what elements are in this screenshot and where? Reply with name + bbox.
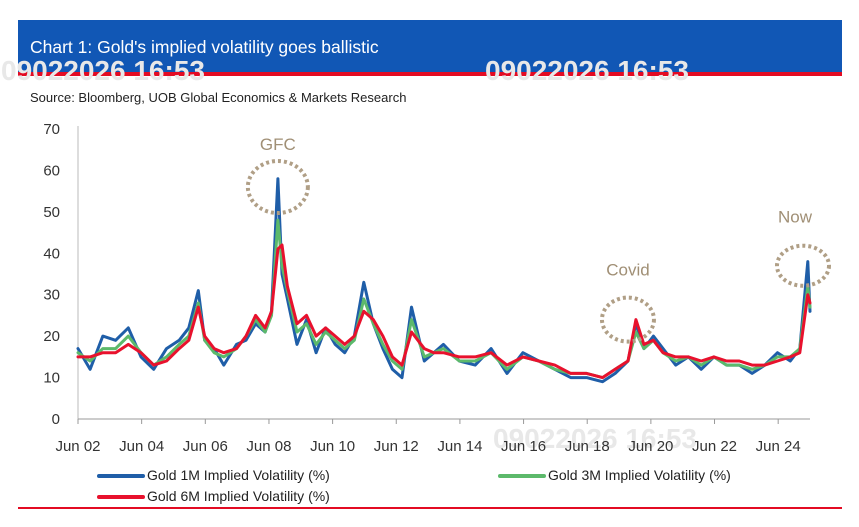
legend-1m: Gold 1M Implied Volatility (%) (97, 467, 330, 483)
y-tick-label: 50 (43, 204, 60, 221)
watermark-text: 09022026 16:53 (1, 55, 205, 86)
annotation-circle (599, 295, 656, 344)
annotation-circle (245, 159, 310, 215)
y-tick-label: 0 (52, 411, 60, 428)
x-tick-label: Jun 08 (246, 438, 291, 455)
watermark-text: 09022026 16:53 (493, 423, 697, 454)
y-tick-label: 20 (43, 328, 60, 345)
y-tick-label: 40 (43, 245, 60, 262)
header-stripe (18, 72, 842, 76)
x-tick-label: Jun 04 (119, 438, 164, 455)
x-tick-label: Jun 06 (183, 438, 228, 455)
y-tick-label: 70 (43, 121, 60, 138)
x-tick-label: Jun 10 (310, 438, 355, 455)
legend-label-1m: Gold 1M Implied Volatility (%) (147, 467, 330, 483)
series-line-6m (76, 243, 812, 380)
annotation-label-covid: Covid (606, 261, 649, 280)
x-tick-label: Jun 14 (437, 438, 482, 455)
chart-source: Source: Bloomberg, UOB Global Economics … (30, 90, 407, 105)
legend-label-6m: Gold 6M Implied Volatility (%) (147, 488, 330, 504)
x-tick-label: Jun 24 (756, 438, 801, 455)
footer-line (18, 507, 842, 509)
legend-label-3m: Gold 3M Implied Volatility (%) (548, 467, 731, 483)
x-tick-label: Jun 22 (692, 438, 737, 455)
x-tick-label: Jun 20 (628, 438, 673, 455)
annotation-label-gfc: GFC (260, 135, 296, 154)
annotation-circle (774, 243, 831, 288)
chart-title: Chart 1: Gold's implied volatility goes … (30, 37, 379, 57)
legend-swatch-3m (498, 474, 546, 479)
y-tick-label: 60 (43, 162, 60, 179)
x-tick-label: Jun 02 (55, 438, 100, 455)
x-tick-label: Jun 16 (501, 438, 546, 455)
legend-swatch-1m (97, 474, 145, 479)
annotation-label-now: Now (778, 208, 813, 227)
series-line-1m (76, 177, 812, 384)
x-tick-label: Jun 18 (565, 438, 610, 455)
watermark-text: 09022026 16:53 (485, 55, 689, 86)
legend-6m: Gold 6M Implied Volatility (%) (97, 488, 330, 504)
y-tick-label: 10 (43, 370, 60, 387)
x-tick-label: Jun 12 (374, 438, 419, 455)
legend-3m: Gold 3M Implied Volatility (%) (498, 467, 731, 483)
legend-swatch-6m (97, 495, 145, 500)
y-tick-label: 30 (43, 287, 60, 304)
chart-header: Chart 1: Gold's implied volatility goes … (18, 20, 842, 72)
